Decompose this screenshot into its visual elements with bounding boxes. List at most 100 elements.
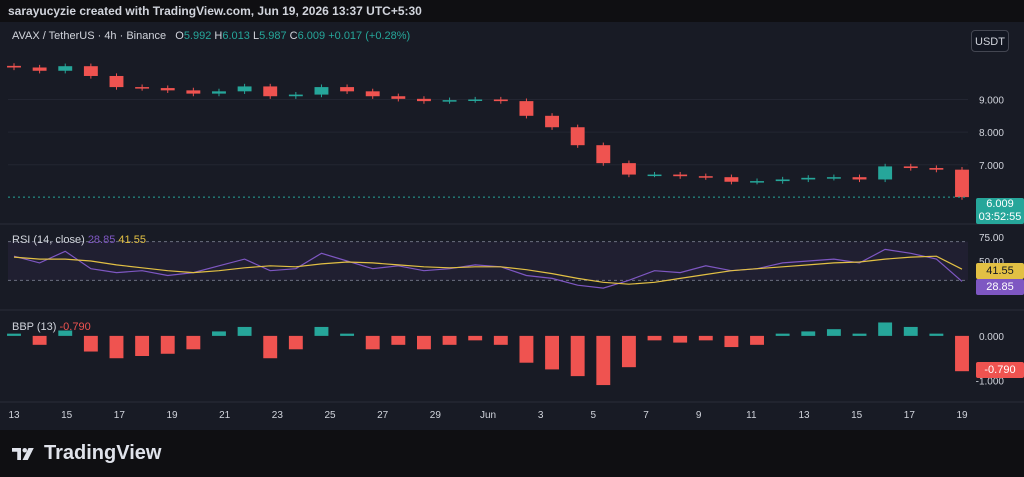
price-candle [826, 177, 841, 179]
price-candle [878, 166, 893, 180]
bbp-bar [955, 335, 969, 372]
price-candle [545, 115, 560, 128]
bbp-bar [442, 335, 457, 345]
x-tick-label: 7 [643, 410, 649, 421]
price-candle [442, 100, 457, 102]
bbp-bar [365, 335, 380, 350]
x-tick-label: 29 [430, 410, 442, 421]
price-candle [365, 91, 380, 97]
bbp-bar [570, 335, 585, 377]
bbp-bar [519, 335, 534, 363]
rsi-tick-label: 50.00 [979, 257, 1004, 268]
bbp-bar [929, 333, 944, 336]
price-candle [519, 101, 534, 116]
bbp-bar [391, 335, 406, 345]
symbol-info: AVAX / TetherUS · 4h · Binance O5.992 H6… [12, 30, 410, 42]
bbp-bar [750, 335, 764, 345]
bbp-bar [135, 335, 150, 356]
bbp-bar [314, 326, 329, 336]
chart-caption: sarayucyzie created with TradingView.com… [8, 4, 422, 18]
bbp-bar [621, 335, 636, 368]
rsi-value: 28.85 [87, 234, 116, 246]
price-candle [596, 145, 611, 164]
x-tick-label: 25 [324, 410, 336, 421]
price-candle [32, 67, 47, 71]
high-label: H [214, 30, 223, 42]
bbp-bar [647, 335, 662, 341]
price-candle [724, 177, 739, 182]
bbp-bar [416, 335, 431, 350]
price-candle [852, 177, 867, 180]
rsi-legend: RSI (14, close) 28.85 41.55 [12, 234, 146, 246]
footer: TradingView [0, 430, 1024, 477]
close-value: 6.009 [297, 30, 326, 42]
countdown: 03:52:55 [978, 211, 1022, 223]
bbp-bar [58, 330, 73, 336]
brand-name: TradingView [44, 442, 162, 464]
bbp-bar [263, 335, 278, 359]
open-value: 5.992 [183, 30, 212, 42]
bbp-value: -0.790 [59, 321, 91, 333]
bbp-bar [186, 335, 201, 350]
low-label: L [252, 30, 260, 42]
x-tick-label: 11 [746, 410, 757, 421]
price-candle [673, 174, 688, 177]
price-tick-label: 9.000 [979, 95, 1004, 106]
price-candle [212, 91, 226, 94]
chart-frame[interactable]: 9.000 8.000 7.000 75.00 50.00 0.000 -1.000 13 15… [0, 22, 1024, 430]
symbol-name: AVAX / TetherUS · 4h · Binance [12, 30, 167, 42]
price-candle [621, 163, 636, 175]
bbp-bar [83, 335, 98, 352]
high-value: 6.013 [222, 30, 250, 42]
price-candle [160, 88, 175, 91]
chart-canvas[interactable]: 9.000 8.000 7.000 75.00 50.00 0.000 -1.000 13 15… [0, 22, 1024, 430]
x-tick-label: 27 [377, 410, 389, 421]
price-candle [929, 168, 944, 170]
x-tick-label: 23 [272, 410, 284, 421]
x-tick-label: Jun [480, 410, 496, 421]
rsi-ma-line [13, 255, 963, 285]
bbp-bar [7, 333, 21, 336]
x-tick-label: 17 [114, 410, 126, 421]
bbp-bar [340, 333, 355, 336]
x-tick-label: 5 [591, 410, 597, 421]
price-candle [903, 166, 918, 169]
rsi-label: RSI (14, close) [12, 234, 85, 246]
bbp-bar [212, 331, 226, 336]
price-tick-label: 7.000 [979, 161, 1004, 172]
bbp-bar [698, 335, 713, 341]
price-candle [801, 177, 816, 180]
bbp-bar [596, 335, 611, 386]
price-candle [314, 87, 329, 95]
x-tick-label: 19 [166, 410, 178, 421]
bbp-label: BBP (13) [12, 321, 57, 333]
x-tick-label: 13 [8, 410, 20, 421]
price-candle [416, 98, 431, 102]
bbp-bar [852, 333, 867, 336]
price-candle [58, 66, 73, 71]
price-candle [186, 90, 201, 94]
last-price: 6.009 [986, 198, 1014, 210]
bbp-tick-label: 0.000 [979, 332, 1004, 343]
bbp-bar [826, 329, 841, 336]
price-candle [647, 174, 662, 177]
currency-button[interactable]: USDT [971, 30, 1009, 52]
x-tick-label: 3 [538, 410, 544, 421]
price-candle [468, 99, 483, 101]
price-candle [288, 94, 303, 97]
bbp-bar [468, 335, 483, 341]
rsi-ma-value: 41.55 [118, 234, 146, 246]
price-candle [7, 65, 21, 68]
bbp-bar [109, 335, 124, 359]
price-candle [570, 127, 585, 146]
rsi-band-fill [8, 241, 968, 281]
x-tick-label: 15 [851, 410, 863, 421]
tradingview-logo[interactable]: TradingView [10, 442, 161, 465]
price-candle [775, 179, 790, 182]
x-tick-label: 19 [956, 410, 968, 421]
price-tick-label: 8.000 [979, 128, 1004, 139]
chart-caption-bar: sarayucyzie created with TradingView.com… [0, 0, 1024, 22]
price-candle [109, 75, 124, 88]
price-candle [493, 99, 508, 102]
bbp-bar [724, 335, 739, 348]
